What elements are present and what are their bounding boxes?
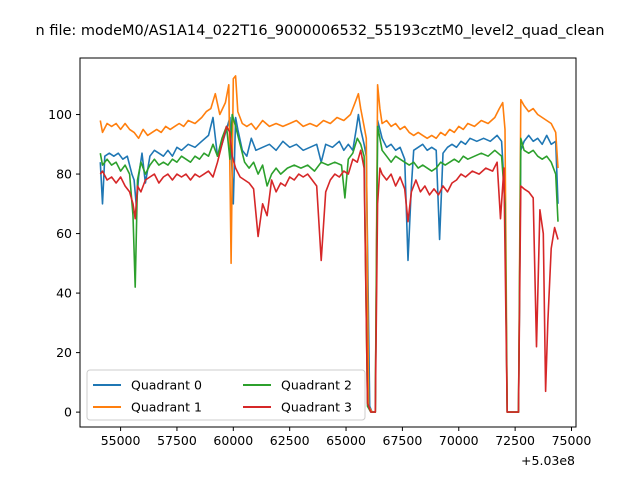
x-tick-label: 60000 [213,433,253,448]
legend-label: Quadrant 0 [131,378,202,393]
legend: Quadrant 0 Quadrant 1 Quadrant 2 Quadrant 3 [86,369,366,421]
x-tick-label: 75000 [552,433,592,448]
series-line-quadrant-3 [99,125,559,413]
y-tick-label: 0 [64,405,72,420]
x-tick-label: 67500 [383,433,423,448]
series-line-quadrant-2 [99,113,559,413]
axes-layer [79,57,577,428]
x-tick-label: 72500 [495,433,535,448]
x-tick-label: 70000 [439,433,479,448]
legend-box [86,369,366,421]
x-tick-label: 62500 [270,433,310,448]
plot-frame [79,57,577,428]
x-tick-label: 57500 [157,433,197,448]
y-tick-label: 80 [56,167,72,182]
legend-label: Quadrant 1 [131,400,202,415]
y-tick-label: 60 [56,226,72,241]
y-axis-ticks: 0 20 40 60 80 100 [48,107,80,420]
x-tick-label: 55000 [101,433,141,448]
series-line-quadrant-0 [99,113,559,413]
series-line-quadrant-1 [99,75,559,413]
legend-label: Quadrant 2 [281,378,352,393]
x-offset-label: +5.03e8 [521,453,575,468]
legend-label: Quadrant 3 [281,400,352,415]
series-layer [99,75,559,413]
x-axis-ticks: 55000 57500 60000 62500 65000 67500 70000 72500… [101,427,592,448]
y-tick-label: 40 [56,286,72,301]
y-tick-label: 100 [48,107,72,122]
x-tick-label: 65000 [326,433,366,448]
chart-title: n file: modeM0/AS1A14_022T16_9000006532_… [36,23,605,39]
y-tick-label: 20 [56,345,72,360]
